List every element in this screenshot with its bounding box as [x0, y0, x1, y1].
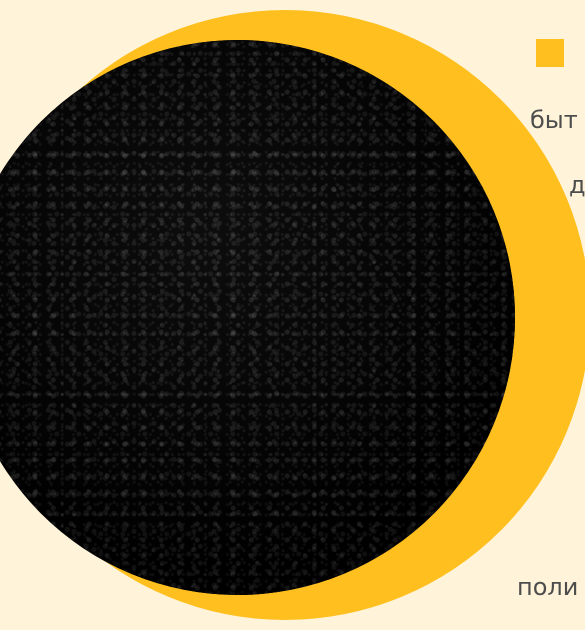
text-fragment-2: д: [569, 171, 585, 199]
black-pellets-image: [0, 40, 515, 595]
text-fragment-3: поли: [517, 573, 579, 601]
pellet-shade: [0, 40, 515, 595]
accent-square: [536, 39, 564, 67]
text-fragment-1: быт: [530, 106, 578, 134]
pellet-texture: [0, 40, 515, 595]
